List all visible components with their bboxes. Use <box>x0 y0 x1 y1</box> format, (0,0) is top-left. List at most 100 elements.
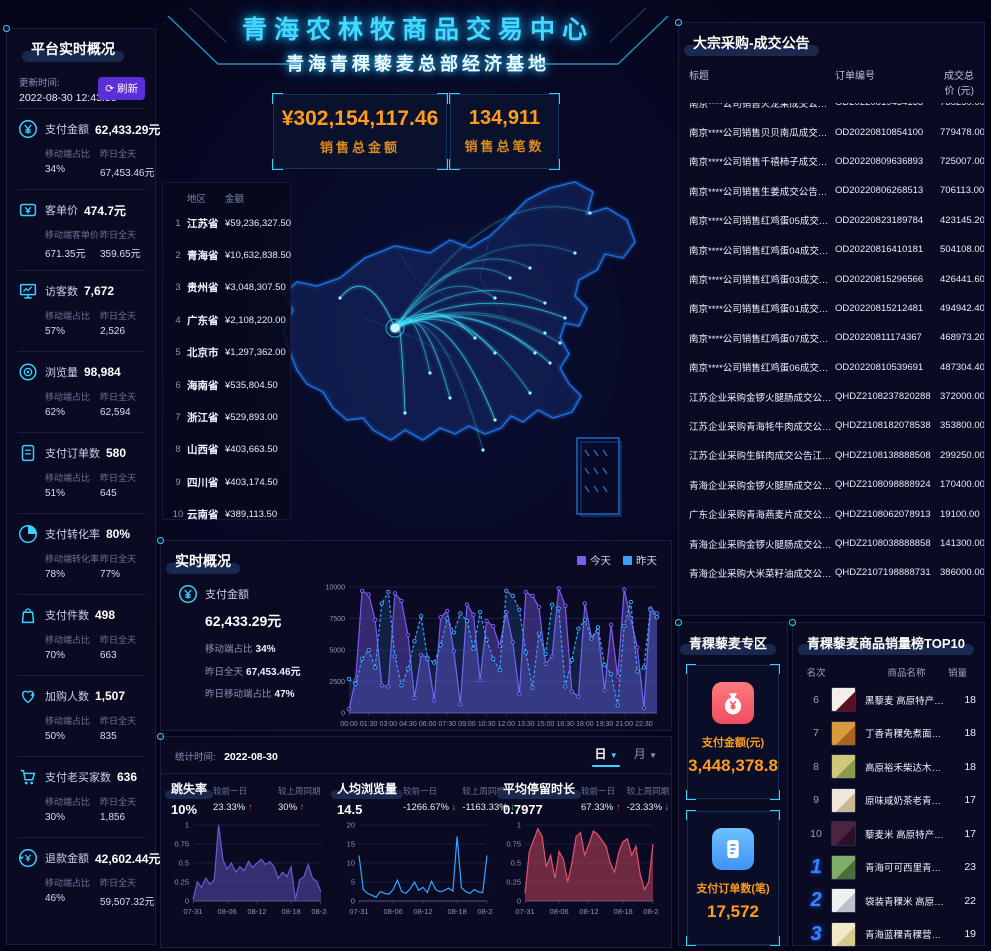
panel-title: 青稞藜麦专区 <box>679 633 777 655</box>
metric-sub2-label: 昨日全天 <box>100 716 137 726</box>
announcement-price: 706113.00 <box>940 185 984 197</box>
announcement-row: 南京****公司销售贝贝南瓜成交公告南京****… OD202208108541… <box>679 117 984 146</box>
product-thumbnail <box>831 821 856 847</box>
kpi-delta1-value: 23.33% ↑ <box>213 802 253 813</box>
svg-text:0.5: 0.5 <box>179 859 189 868</box>
kpi-name: 跳失率 <box>164 782 214 799</box>
metric-item: 支付老买家数 636 移动端占比 昨日全天 30% 1,856 <box>17 756 145 837</box>
announcement-order-no: OD20220816410181 <box>835 244 924 256</box>
region-name: 海南省 <box>187 379 219 392</box>
metric-icon <box>21 690 36 704</box>
metric-sub2-value: 359.65元 <box>100 249 141 260</box>
announcement-title: 青海企业采购金锣火腿肠成交公告青海企业采… <box>689 539 835 551</box>
svg-text:0: 0 <box>351 897 355 906</box>
legend-item[interactable]: 昨天 <box>623 553 657 568</box>
region-rank-row: 2 青海省 ¥10,632,838.50 <box>169 239 291 271</box>
announcement-row: 南京****公司销售火龙果成交公告南京****… OD2022081943413… <box>679 103 984 117</box>
svg-text:16:30: 16:30 <box>556 721 574 728</box>
region-rank-index: 9 <box>175 476 181 488</box>
svg-text:08-06: 08-06 <box>218 907 237 916</box>
region-rank-row: 1 江苏省 ¥59,236,327.50 <box>169 207 291 239</box>
tab-month[interactable]: 月 ▼ <box>633 747 657 761</box>
update-time-value: 2022-08-30 12:43:58 <box>19 92 117 104</box>
metric-sub2-label: 昨日全天 <box>100 635 137 645</box>
realtime-metric-value: 62,433.29元 <box>205 613 282 629</box>
announcement-price: 353800.00 <box>940 420 984 432</box>
metric-item: 支付转化率 80% 移动端转化率 昨日全天 78% 77% <box>17 513 145 594</box>
day-month-toggle: 日 ▼ 月 ▼ <box>592 745 657 767</box>
announcement-title: 南京****公司销售红鸡蛋05成交公告南京****… <box>689 216 835 228</box>
announcement-order-no: OD20220811174367 <box>835 332 922 344</box>
region-rank-list: 1 江苏省 ¥59,236,327.50 2 青海省 ¥10,632,838.5… <box>169 207 291 531</box>
announcement-order-no: QHDZ2108098888924 <box>835 479 931 491</box>
svg-text:0: 0 <box>341 711 345 718</box>
svg-text:01:30: 01:30 <box>360 721 378 728</box>
caret-down-icon: ▼ <box>649 751 657 760</box>
announcement-title: 江苏企业采购青海牦牛肉成交公告江苏企业采… <box>689 421 835 433</box>
metric-sub2-value: 62,594 <box>100 407 131 418</box>
region-rank-row: 10 云南省 ¥389,113.50 <box>169 499 284 531</box>
product-thumbnail <box>831 854 856 880</box>
announcement-title: 江苏企业采购金锣火腿肠成交公告江苏企业采… <box>689 392 835 404</box>
announcement-order-no: QHDZ2108182078538 <box>835 420 931 432</box>
svg-text:20: 20 <box>347 821 355 830</box>
quinoa-zone-panel: 青稞藜麦专区 支付金额(元) 3,448,378.8 支付订单数(笔) 17,5… <box>675 619 788 946</box>
panel-title: 大宗采购-成交公告 <box>684 35 819 56</box>
total-orders-card: 134,911 销售总笔数 <box>449 93 560 170</box>
metric-sub1-label: 移动端占比 <box>45 473 91 483</box>
kpi-delta1-label: 较前一日 <box>213 786 248 796</box>
announcement-scroll-area[interactable]: 南京****公司销售火龙果成交公告南京****… OD2022081943413… <box>679 103 984 609</box>
metric-icon <box>19 849 37 867</box>
delta-arrow-icon: ↓ <box>451 802 457 813</box>
panel-title: 青稞藜麦商品销量榜TOP10 <box>798 633 974 655</box>
region-name: 北京市 <box>187 347 219 360</box>
realtime-metric-block: 支付金额 62,433.29元 移动端占比 34% 昨日全天 67,453.46元 … <box>161 575 313 743</box>
quinoa-order-count-label: 支付订单数(笔) <box>696 883 770 895</box>
metric-sub2-label: 昨日全天 <box>100 878 137 888</box>
kpi-delta2-label: 较上周同期 <box>462 786 505 796</box>
kpi-name: 人均浏览量 <box>330 782 404 799</box>
metric-sub1-label: 移动端占比 <box>45 392 91 402</box>
metric-name: 浏览量 <box>45 367 78 379</box>
realtime-metric-name: 支付金额 <box>205 589 249 601</box>
product-name: 黑藜麦 高原特产五谷杂粮… <box>865 695 948 707</box>
metric-icon <box>21 608 35 624</box>
announcement-price: 141300.00 <box>940 538 984 550</box>
realtime-sub1-value: 34% <box>255 644 276 655</box>
announcement-price: 386000.00 <box>940 567 984 579</box>
svg-text:08-18: 08-18 <box>282 907 301 916</box>
product-sales: 18 <box>964 727 976 740</box>
product-name: 藜麦米 高原特产营养代餐… <box>865 829 948 841</box>
metric-sub2-label: 昨日全天 <box>100 554 137 564</box>
tab-day[interactable]: 日 ▼ <box>592 745 621 767</box>
announcement-row: 江苏企业采购金锣火腿肠成交公告江苏企业采… QHDZ2108237820288 … <box>679 382 984 411</box>
svg-text:10000: 10000 <box>326 585 346 592</box>
region-rank-index: 2 <box>175 250 181 262</box>
top10-col-sales: 销量 <box>948 668 968 679</box>
svg-text:22:30: 22:30 <box>635 721 653 728</box>
region-rank-table: 地区 金额 1 江苏省 ¥59,236,327.50 2 青海省 ¥10,632… <box>162 182 291 521</box>
metric-sub1-label: 移动端占比 <box>45 797 91 807</box>
svg-text:5: 5 <box>351 878 355 887</box>
metric-sub1-value: 70% <box>45 650 66 661</box>
svg-text:00:00: 00:00 <box>340 721 358 728</box>
caret-down-icon: ▼ <box>609 751 618 760</box>
svg-text:15: 15 <box>347 840 355 849</box>
product-name: 原味咸奶茶老青海的味道… <box>865 796 948 808</box>
top10-row: 6 黑藜麦 高原特产五谷杂粮… 18 <box>793 683 984 717</box>
region-rank-index: 7 <box>175 412 181 424</box>
announcement-title: 青海企业采购金锣火腿肠成交公告青海企业采… <box>689 480 835 492</box>
legend-item[interactable]: 今天 <box>577 553 611 568</box>
svg-text:0: 0 <box>185 897 189 906</box>
kpi-value: 0.7977 <box>503 802 543 817</box>
region-amount: ¥535,804.50 <box>225 379 278 391</box>
region-rank-index: 3 <box>175 282 181 294</box>
metric-sub2-label: 昨日全天 <box>100 392 137 402</box>
metric-icon <box>19 283 37 299</box>
svg-text:0.5: 0.5 <box>511 859 521 868</box>
top10-row: 8 高原裕禾柴达木白藜麦米… 18 <box>793 750 984 784</box>
announcement-row: 青海企业采购金锣火腿肠成交公告青海企业采… QHDZ2108038888858 … <box>679 529 984 558</box>
svg-text:03:00: 03:00 <box>380 721 398 728</box>
refresh-button[interactable]: ⟳ 刷新 <box>98 77 145 100</box>
metric-sub1-value: 57% <box>45 326 66 337</box>
